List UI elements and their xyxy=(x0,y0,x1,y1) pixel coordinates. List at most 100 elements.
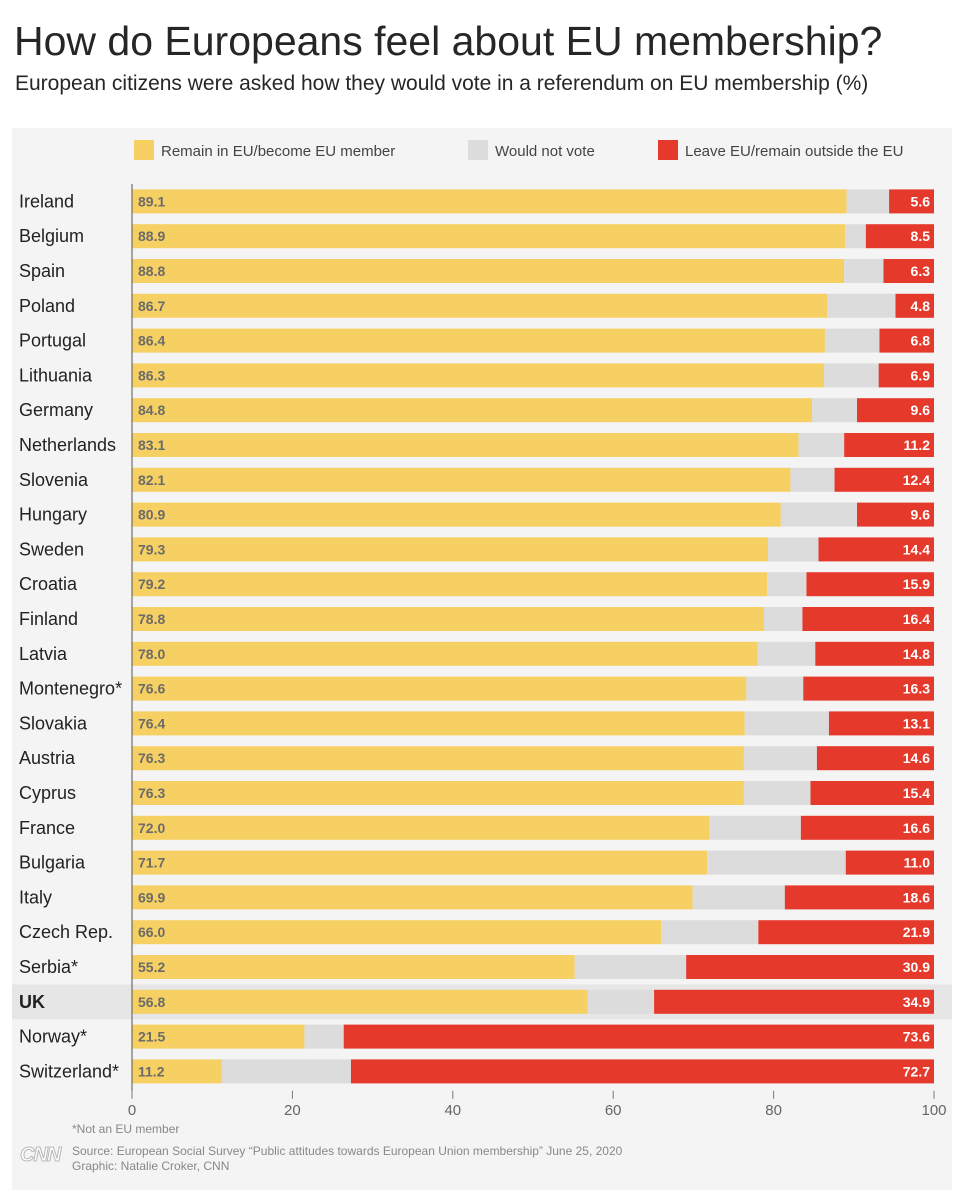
credit-text: Graphic: Natalie Croker, CNN xyxy=(72,1159,230,1173)
country-label-uk: UK xyxy=(19,992,45,1012)
bar-remain-lithuania xyxy=(132,363,825,388)
bar-remain-slovakia xyxy=(132,711,745,736)
bar-remain-slovenia xyxy=(132,467,791,492)
bar-novote-slovakia xyxy=(744,711,829,736)
bar-novote-czech-rep xyxy=(661,920,759,945)
bar-row-sweden: Sweden 79.3 14.4 xyxy=(19,537,934,562)
bar-row-switzerland: Switzerland* 11.2 72.7 xyxy=(19,1059,934,1084)
value-label-remain-netherlands: 83.1 xyxy=(138,437,165,453)
value-label-remain-serbia: 55.2 xyxy=(138,959,165,975)
bar-row-spain: Spain 88.8 6.3 xyxy=(19,259,934,283)
value-label-remain-slovenia: 82.1 xyxy=(138,472,165,488)
bar-leave-serbia xyxy=(686,955,934,979)
bar-row-croatia: Croatia 79.2 15.9 xyxy=(19,572,934,597)
value-label-remain-austria: 76.3 xyxy=(138,750,165,766)
legend: Remain in EU/become EU member Would not v… xyxy=(134,140,903,160)
bar-remain-hungary xyxy=(132,502,781,527)
value-label-remain-finland: 78.8 xyxy=(138,611,165,627)
bar-novote-spain xyxy=(844,259,884,283)
bar-novote-ireland xyxy=(846,189,890,214)
legend-label-remain: Remain in EU/become EU member xyxy=(161,143,395,160)
bar-remain-poland xyxy=(132,293,828,318)
bar-row-czech-rep: Czech Rep. 66.0 21.9 xyxy=(19,920,934,945)
bar-row-austria: Austria 76.3 14.6 xyxy=(19,746,934,771)
chart-subtitle: European citizens were asked how they wo… xyxy=(15,72,869,95)
country-label-hungary: Hungary xyxy=(19,505,87,525)
country-label-cyprus: Cyprus xyxy=(19,783,76,803)
country-label-croatia: Croatia xyxy=(19,574,78,594)
bar-row-germany: Germany 84.8 9.6 xyxy=(19,398,934,423)
bar-leave-cyprus xyxy=(810,781,934,805)
value-label-remain-montenegro: 76.6 xyxy=(138,681,165,697)
source-text: Source: European Social Survey “Public a… xyxy=(72,1144,623,1158)
chart-panel: Remain in EU/become EU member Would not v… xyxy=(12,128,952,1190)
bar-row-serbia: Serbia* 55.2 30.9 xyxy=(19,955,934,979)
bar-leave-bulgaria xyxy=(845,850,934,875)
bar-remain-italy xyxy=(132,885,693,910)
bar-row-slovenia: Slovenia 82.1 12.4 xyxy=(19,467,934,492)
bar-remain-montenegro xyxy=(132,676,747,701)
bar-leave-hungary xyxy=(857,502,934,527)
bar-row-uk: UK 56.8 34.9 xyxy=(19,989,934,1014)
bar-row-norway: Norway* 21.5 73.6 xyxy=(19,1024,934,1049)
value-label-leave-montenegro: 16.3 xyxy=(903,681,930,697)
bar-remain-uk xyxy=(132,989,588,1014)
bar-remain-croatia xyxy=(132,572,768,597)
country-label-switzerland: Switzerland* xyxy=(19,1061,119,1081)
value-label-remain-cyprus: 76.3 xyxy=(138,785,165,801)
value-label-remain-hungary: 80.9 xyxy=(138,507,165,523)
country-label-sweden: Sweden xyxy=(19,539,84,559)
bar-leave-poland xyxy=(895,293,934,318)
bar-remain-switzerland xyxy=(132,1059,222,1084)
bar-remain-france xyxy=(132,815,710,840)
value-label-remain-croatia: 79.2 xyxy=(138,576,165,592)
bar-leave-belgium xyxy=(865,224,934,249)
country-label-italy: Italy xyxy=(19,887,52,907)
bar-leave-france xyxy=(800,815,934,840)
value-label-remain-lithuania: 86.3 xyxy=(138,367,165,383)
value-label-remain-sweden: 79.3 xyxy=(138,541,165,557)
x-tick-label-20: 20 xyxy=(284,1102,301,1119)
x-tick-label-80: 80 xyxy=(765,1102,782,1119)
value-label-leave-finland: 16.4 xyxy=(903,611,930,627)
bar-leave-ireland xyxy=(889,189,934,214)
value-label-leave-uk: 34.9 xyxy=(903,994,930,1010)
x-tick-label-40: 40 xyxy=(444,1102,461,1119)
bar-novote-belgium xyxy=(844,224,866,249)
value-label-remain-switzerland: 11.2 xyxy=(138,1063,165,1079)
value-label-remain-slovakia: 76.4 xyxy=(138,715,165,731)
country-label-belgium: Belgium xyxy=(19,226,84,246)
bar-row-italy: Italy 69.9 18.6 xyxy=(19,885,934,910)
bar-novote-uk xyxy=(587,989,655,1014)
value-label-leave-france: 16.6 xyxy=(903,820,930,836)
bar-row-slovakia: Slovakia 76.4 13.1 xyxy=(19,711,934,736)
bar-remain-serbia xyxy=(132,955,575,979)
value-label-leave-italy: 18.6 xyxy=(903,889,930,905)
legend-swatch-leave xyxy=(658,140,678,160)
bar-leave-czech-rep xyxy=(758,920,934,945)
bar-leave-spain xyxy=(883,259,934,283)
country-label-finland: Finland xyxy=(19,609,78,629)
value-label-leave-poland: 4.8 xyxy=(911,298,931,314)
legend-swatch-remain xyxy=(134,140,154,160)
bar-novote-germany xyxy=(812,398,858,423)
country-label-lithuania: Lithuania xyxy=(19,365,93,385)
bar-row-ireland: Ireland 89.1 5.6 xyxy=(19,189,934,214)
bar-novote-poland xyxy=(827,293,896,318)
bar-row-france: France 72.0 16.6 xyxy=(19,815,934,840)
value-label-remain-italy: 69.9 xyxy=(138,889,165,905)
value-label-leave-slovakia: 13.1 xyxy=(903,715,930,731)
bar-leave-finland xyxy=(802,607,934,631)
stacked-bar-chart: Remain in EU/become EU member Would not v… xyxy=(12,140,952,1119)
x-axis: 0 20 40 60 80 100 xyxy=(128,184,947,1119)
bar-novote-serbia xyxy=(574,955,687,979)
country-label-norway: Norway* xyxy=(19,1027,87,1047)
bar-novote-netherlands xyxy=(798,433,845,457)
value-label-leave-serbia: 30.9 xyxy=(903,959,930,975)
x-tick-label-0: 0 xyxy=(128,1102,136,1119)
country-label-poland: Poland xyxy=(19,296,75,316)
country-label-slovenia: Slovenia xyxy=(19,470,89,490)
bar-remain-finland xyxy=(132,607,764,631)
bar-row-finland: Finland 78.8 16.4 xyxy=(19,607,934,631)
bar-remain-spain xyxy=(132,259,845,283)
